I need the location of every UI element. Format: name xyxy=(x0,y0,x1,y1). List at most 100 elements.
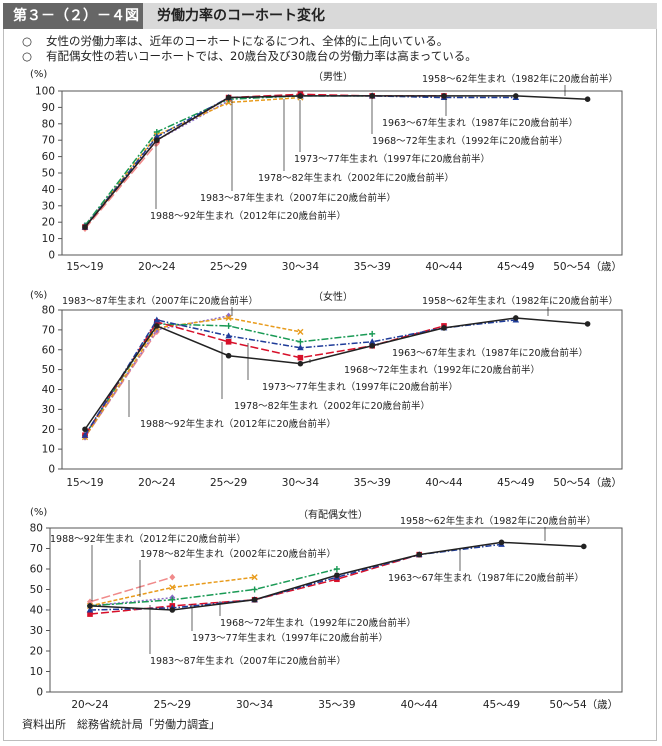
x-tick-label: 25～29 xyxy=(210,477,247,489)
cohort-annotation: 1988～92年生まれ（2012年に20歳台前半） xyxy=(50,533,246,545)
data-point xyxy=(81,431,89,438)
x-tick-label: 15～19 xyxy=(66,261,103,273)
y-tick-label: 0 xyxy=(48,464,55,476)
data-point xyxy=(581,543,587,550)
y-tick-label: 40 xyxy=(30,605,43,617)
chart-panel-1: 0 10 20 30 40 50 60 70 80 90 100 (%) （男性） 15～19 20～24 2… xyxy=(30,69,623,273)
y-tick-label: 20 xyxy=(30,646,43,658)
y-tick-label: 50 xyxy=(30,584,43,596)
data-point xyxy=(86,606,94,613)
cohort-annotation: 1963～67年生まれ（1987年に20歳台前半） xyxy=(382,117,578,129)
data-point xyxy=(368,338,376,345)
data-point xyxy=(169,607,176,613)
data-point xyxy=(225,94,232,101)
cohort-annotation: 1988～92年生まれ（2012年に20歳台前半） xyxy=(140,418,336,430)
y-tick-label: 50 xyxy=(42,168,55,180)
data-point xyxy=(169,584,176,591)
x-tick-label: 30～34 xyxy=(282,261,320,273)
series-line xyxy=(89,568,338,607)
data-point xyxy=(153,316,161,323)
data-point xyxy=(225,339,232,345)
data-point xyxy=(441,93,447,99)
series-line xyxy=(89,553,420,615)
data-point xyxy=(513,93,519,99)
figure-label: 第３－（２）－４図 xyxy=(3,3,143,29)
y-tick-label: 50 xyxy=(42,364,55,376)
y-tick-label: 0 xyxy=(48,250,55,262)
data-point xyxy=(441,325,447,331)
data-point xyxy=(251,574,258,581)
data-point xyxy=(154,137,160,143)
cohort-annotation: 1988～92年生まれ（2012年に20歳台前半） xyxy=(150,210,346,222)
chart-panel-3: 0 10 20 30 40 50 60 70 80 (%) （有配偶女性） 20～24 25～29 30～… xyxy=(30,507,623,711)
y-tick-label: 10 xyxy=(42,444,55,456)
series-c1968 xyxy=(87,551,422,617)
data-point xyxy=(297,93,304,99)
series-line xyxy=(89,596,173,607)
data-point xyxy=(584,321,591,327)
y-tick-label: 80 xyxy=(42,305,55,317)
y-tick-label: 80 xyxy=(30,523,43,535)
data-point xyxy=(584,96,591,102)
cohort-annotation: 1978～82年生まれ（2002年に20歳台前半） xyxy=(140,548,336,560)
data-point xyxy=(169,573,176,581)
data-point xyxy=(225,99,232,106)
cohort-annotation: 1983～87年生まれ（2007年に20歳台前半） xyxy=(62,295,258,307)
summary-bullets: ○ 女性の労働力率は、近年のコーホートになるにつれ、全体的に上向いている。 ○ 有配… xyxy=(22,34,477,64)
data-point xyxy=(297,338,304,345)
data-point xyxy=(297,344,304,351)
x-tick-label: 50～54（歳） xyxy=(549,699,618,711)
y-tick-label: 40 xyxy=(42,384,55,396)
x-tick-label: 50～54（歳） xyxy=(553,261,622,273)
data-point xyxy=(333,566,340,572)
bullet-marker: ○ xyxy=(22,34,33,48)
series-line xyxy=(84,100,229,226)
cohort-annotation: 1978～82年生まれ（2002年に20歳台前半） xyxy=(258,172,454,184)
y-tick-label: 70 xyxy=(30,543,43,555)
x-tick-label: 20～24 xyxy=(71,699,109,711)
cohort-annotation: 1958～62年生まれ（1982年に20歳台前半） xyxy=(400,515,596,527)
x-tick-label: 30～34 xyxy=(282,477,320,489)
y-tick-label: 70 xyxy=(42,324,55,336)
data-point xyxy=(334,572,340,578)
series-line xyxy=(84,142,158,230)
x-tick-label: 20～24 xyxy=(138,261,176,273)
data-point xyxy=(251,596,258,603)
data-point xyxy=(225,314,232,322)
data-point xyxy=(225,322,232,329)
y-tick-label: 80 xyxy=(42,118,55,130)
cohort-annotation: 1963～67年生まれ（1987年に20歳台前半） xyxy=(392,347,588,359)
x-tick-label: 35～39 xyxy=(354,477,391,489)
data-point xyxy=(369,330,376,337)
data-point xyxy=(225,312,232,320)
data-point xyxy=(369,93,376,99)
cohort-annotation: 1963～67年生まれ（1987年に20歳台前半） xyxy=(388,572,584,584)
x-tick-label: 45～49 xyxy=(483,699,520,711)
bullet-item: ○ 女性の労働力率は、近年のコーホートになるにつれ、全体的に上向いている。 xyxy=(22,34,477,49)
cohort-annotation: 1968～72年生まれ（1992年に20歳台前半） xyxy=(220,617,416,629)
data-point xyxy=(169,596,176,603)
bullet-text: 有配偶女性の若いコーホートでは、20歳台及び30歳台の労働力率は高まっている。 xyxy=(46,49,477,63)
data-point xyxy=(369,342,376,349)
y-tick-label: 60 xyxy=(42,344,55,356)
x-tick-label: 20～24 xyxy=(138,477,176,489)
cohort-annotation: 1968～72年生まれ（1992年に20歳台前半） xyxy=(372,135,568,147)
series-line xyxy=(84,95,588,228)
y-axis-label: (%) xyxy=(30,507,47,518)
cohort-annotation: 1968～72年生まれ（1992年に20歳台前半） xyxy=(344,364,540,376)
series-c1983 xyxy=(82,97,232,229)
chart-panel-2: 0 10 20 30 40 50 60 70 80 (%) （女性） 15～19 20～24 25～29 3… xyxy=(30,290,623,489)
data-point xyxy=(153,133,161,140)
x-tick-label: 35～39 xyxy=(318,699,355,711)
x-tick-label: 25～29 xyxy=(210,261,247,273)
panel-title: （男性） xyxy=(313,70,353,83)
x-tick-label: 50～54（歳） xyxy=(553,477,622,489)
y-axis-label: (%) xyxy=(30,69,47,80)
x-tick-label: 25～29 xyxy=(154,699,191,711)
data-point xyxy=(82,224,88,230)
data-point xyxy=(297,360,304,367)
cohort-annotation: 1958～62年生まれ（1982年に20歳台前半） xyxy=(422,295,618,307)
x-tick-label: 40～44 xyxy=(425,477,463,489)
y-tick-label: 20 xyxy=(42,217,55,229)
